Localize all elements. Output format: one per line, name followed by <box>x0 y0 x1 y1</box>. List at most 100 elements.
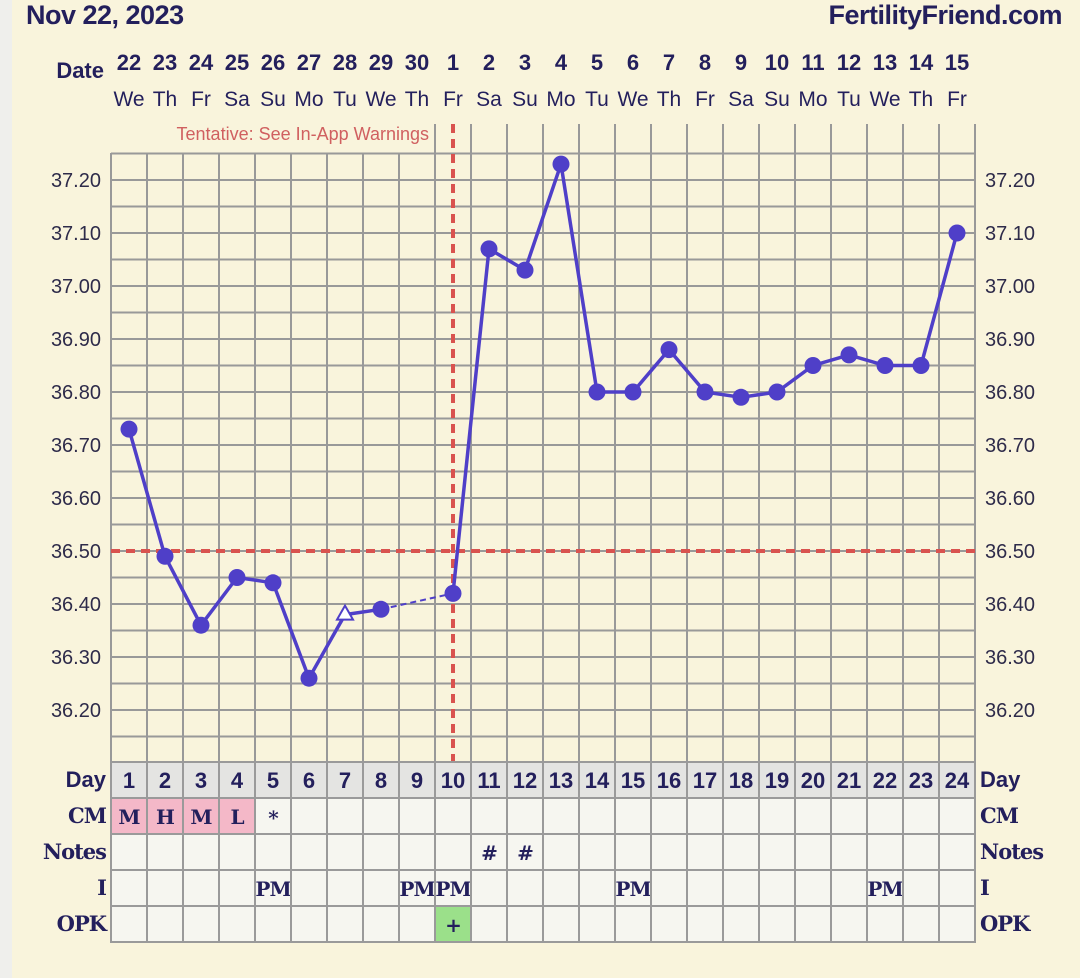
table-cell-opk <box>182 905 220 943</box>
temperature-point <box>156 547 174 565</box>
table-cell-cm <box>182 797 220 835</box>
table-cell-i <box>866 869 904 907</box>
temperature-point <box>120 420 138 438</box>
table-value-day: 17 <box>693 768 717 793</box>
table-cell-day <box>434 761 472 799</box>
table-value-i: PM <box>867 877 903 901</box>
date-number: 9 <box>735 50 747 75</box>
table-cell-i <box>506 869 544 907</box>
table-cell-opk <box>362 905 400 943</box>
table-cell-i <box>470 869 508 907</box>
table-cell-opk <box>830 905 868 943</box>
table-cell-opk <box>254 905 292 943</box>
y-tick-label-left: 36.80 <box>51 382 101 404</box>
table-cell-cm <box>434 797 472 835</box>
temperature-point <box>696 383 714 401</box>
table-value-day: 19 <box>765 768 789 793</box>
table-value-day: 9 <box>411 768 423 793</box>
table-cell-cm <box>686 797 724 835</box>
table-cell-notes <box>830 833 868 871</box>
table-cell-notes <box>326 833 364 871</box>
temperature-line <box>307 613 347 680</box>
table-cell-opk <box>506 905 544 943</box>
table-value-cm: L <box>230 805 244 829</box>
date-number: 4 <box>555 50 568 75</box>
table-cell-cm <box>902 797 940 835</box>
weekday-label: We <box>365 88 396 111</box>
table-cell-opk <box>794 905 832 943</box>
y-tick-label-left: 36.90 <box>51 329 101 351</box>
date-number: 14 <box>909 50 934 75</box>
table-value-day: 16 <box>657 768 681 793</box>
table-value-day: 15 <box>621 768 645 793</box>
date-label: Date <box>56 58 104 83</box>
temperature-point <box>912 357 930 374</box>
table-value-day: 13 <box>549 768 573 793</box>
table-cell-i <box>218 869 256 907</box>
table-cell-i <box>542 869 580 907</box>
y-tick-label-right: 36.70 <box>985 435 1035 457</box>
y-tick-label-right: 36.60 <box>985 488 1035 510</box>
table-value-i: PM <box>615 877 651 901</box>
y-tick-label-right: 37.20 <box>985 170 1035 192</box>
table-cell-i <box>830 869 868 907</box>
table-cell-i <box>434 869 472 907</box>
table-value-cm: M <box>190 805 212 829</box>
table-cell-cm <box>326 797 364 835</box>
weekday-label: Tu <box>333 88 357 111</box>
temperature-point <box>480 240 498 258</box>
table-value-day: 11 <box>477 768 500 793</box>
temperature-line <box>199 576 239 627</box>
table-cell-notes <box>578 833 616 871</box>
y-tick-label-left: 36.70 <box>51 435 101 457</box>
table-cell-opk <box>614 905 652 943</box>
table-value-day: 23 <box>909 768 933 793</box>
table-value-day: 20 <box>801 768 825 793</box>
table-value-day: 21 <box>837 768 861 793</box>
table-cell-day <box>290 761 328 799</box>
table-cell-cm <box>470 797 508 835</box>
temperature-line <box>271 582 311 679</box>
weekday-label: Fr <box>947 88 967 111</box>
table-cell-notes <box>722 833 760 871</box>
weekday-label: Th <box>153 88 178 111</box>
row-label-right-cm: CM <box>980 803 1019 828</box>
table-cell-cm <box>938 797 976 835</box>
table-cell-notes <box>614 833 652 871</box>
table-cell-notes <box>182 833 220 871</box>
table-cell-i <box>902 869 940 907</box>
row-label-cm: CM <box>68 803 107 828</box>
date-number: 1 <box>447 50 459 75</box>
table-cell-opk <box>218 905 256 943</box>
temperature-point <box>804 357 822 374</box>
temperature-line <box>451 248 491 594</box>
weekday-label: We <box>869 88 900 111</box>
y-tick-label-right: 36.40 <box>985 594 1035 616</box>
weekday-label: Su <box>512 88 538 111</box>
table-cell-opk <box>110 905 148 943</box>
temperature-point <box>588 383 606 401</box>
table-cell-cm <box>578 797 616 835</box>
table-value-opk: + <box>445 913 461 937</box>
date-number: 27 <box>297 50 321 75</box>
table-value-day: 12 <box>513 768 537 793</box>
table-cell-notes <box>254 833 292 871</box>
table-cell-cm <box>758 797 796 835</box>
table-cell-cm <box>614 797 652 835</box>
table-cell-cm <box>794 797 832 835</box>
y-tick-label-left: 37.20 <box>51 170 101 192</box>
table-cell-day <box>398 761 436 799</box>
left-margin <box>0 0 12 978</box>
table-cell-cm <box>542 797 580 835</box>
temperature-point <box>552 155 570 173</box>
temperature-point <box>660 341 678 359</box>
date-number: 11 <box>801 50 824 75</box>
temperature-point <box>264 574 282 592</box>
temperature-point <box>300 669 318 687</box>
temperature-line <box>919 232 959 366</box>
table-value-day: 10 <box>441 768 465 793</box>
weekday-label: Fr <box>191 88 211 111</box>
table-cell-i <box>614 869 652 907</box>
temperature-line <box>127 428 167 557</box>
table-cell-opk <box>938 905 976 943</box>
